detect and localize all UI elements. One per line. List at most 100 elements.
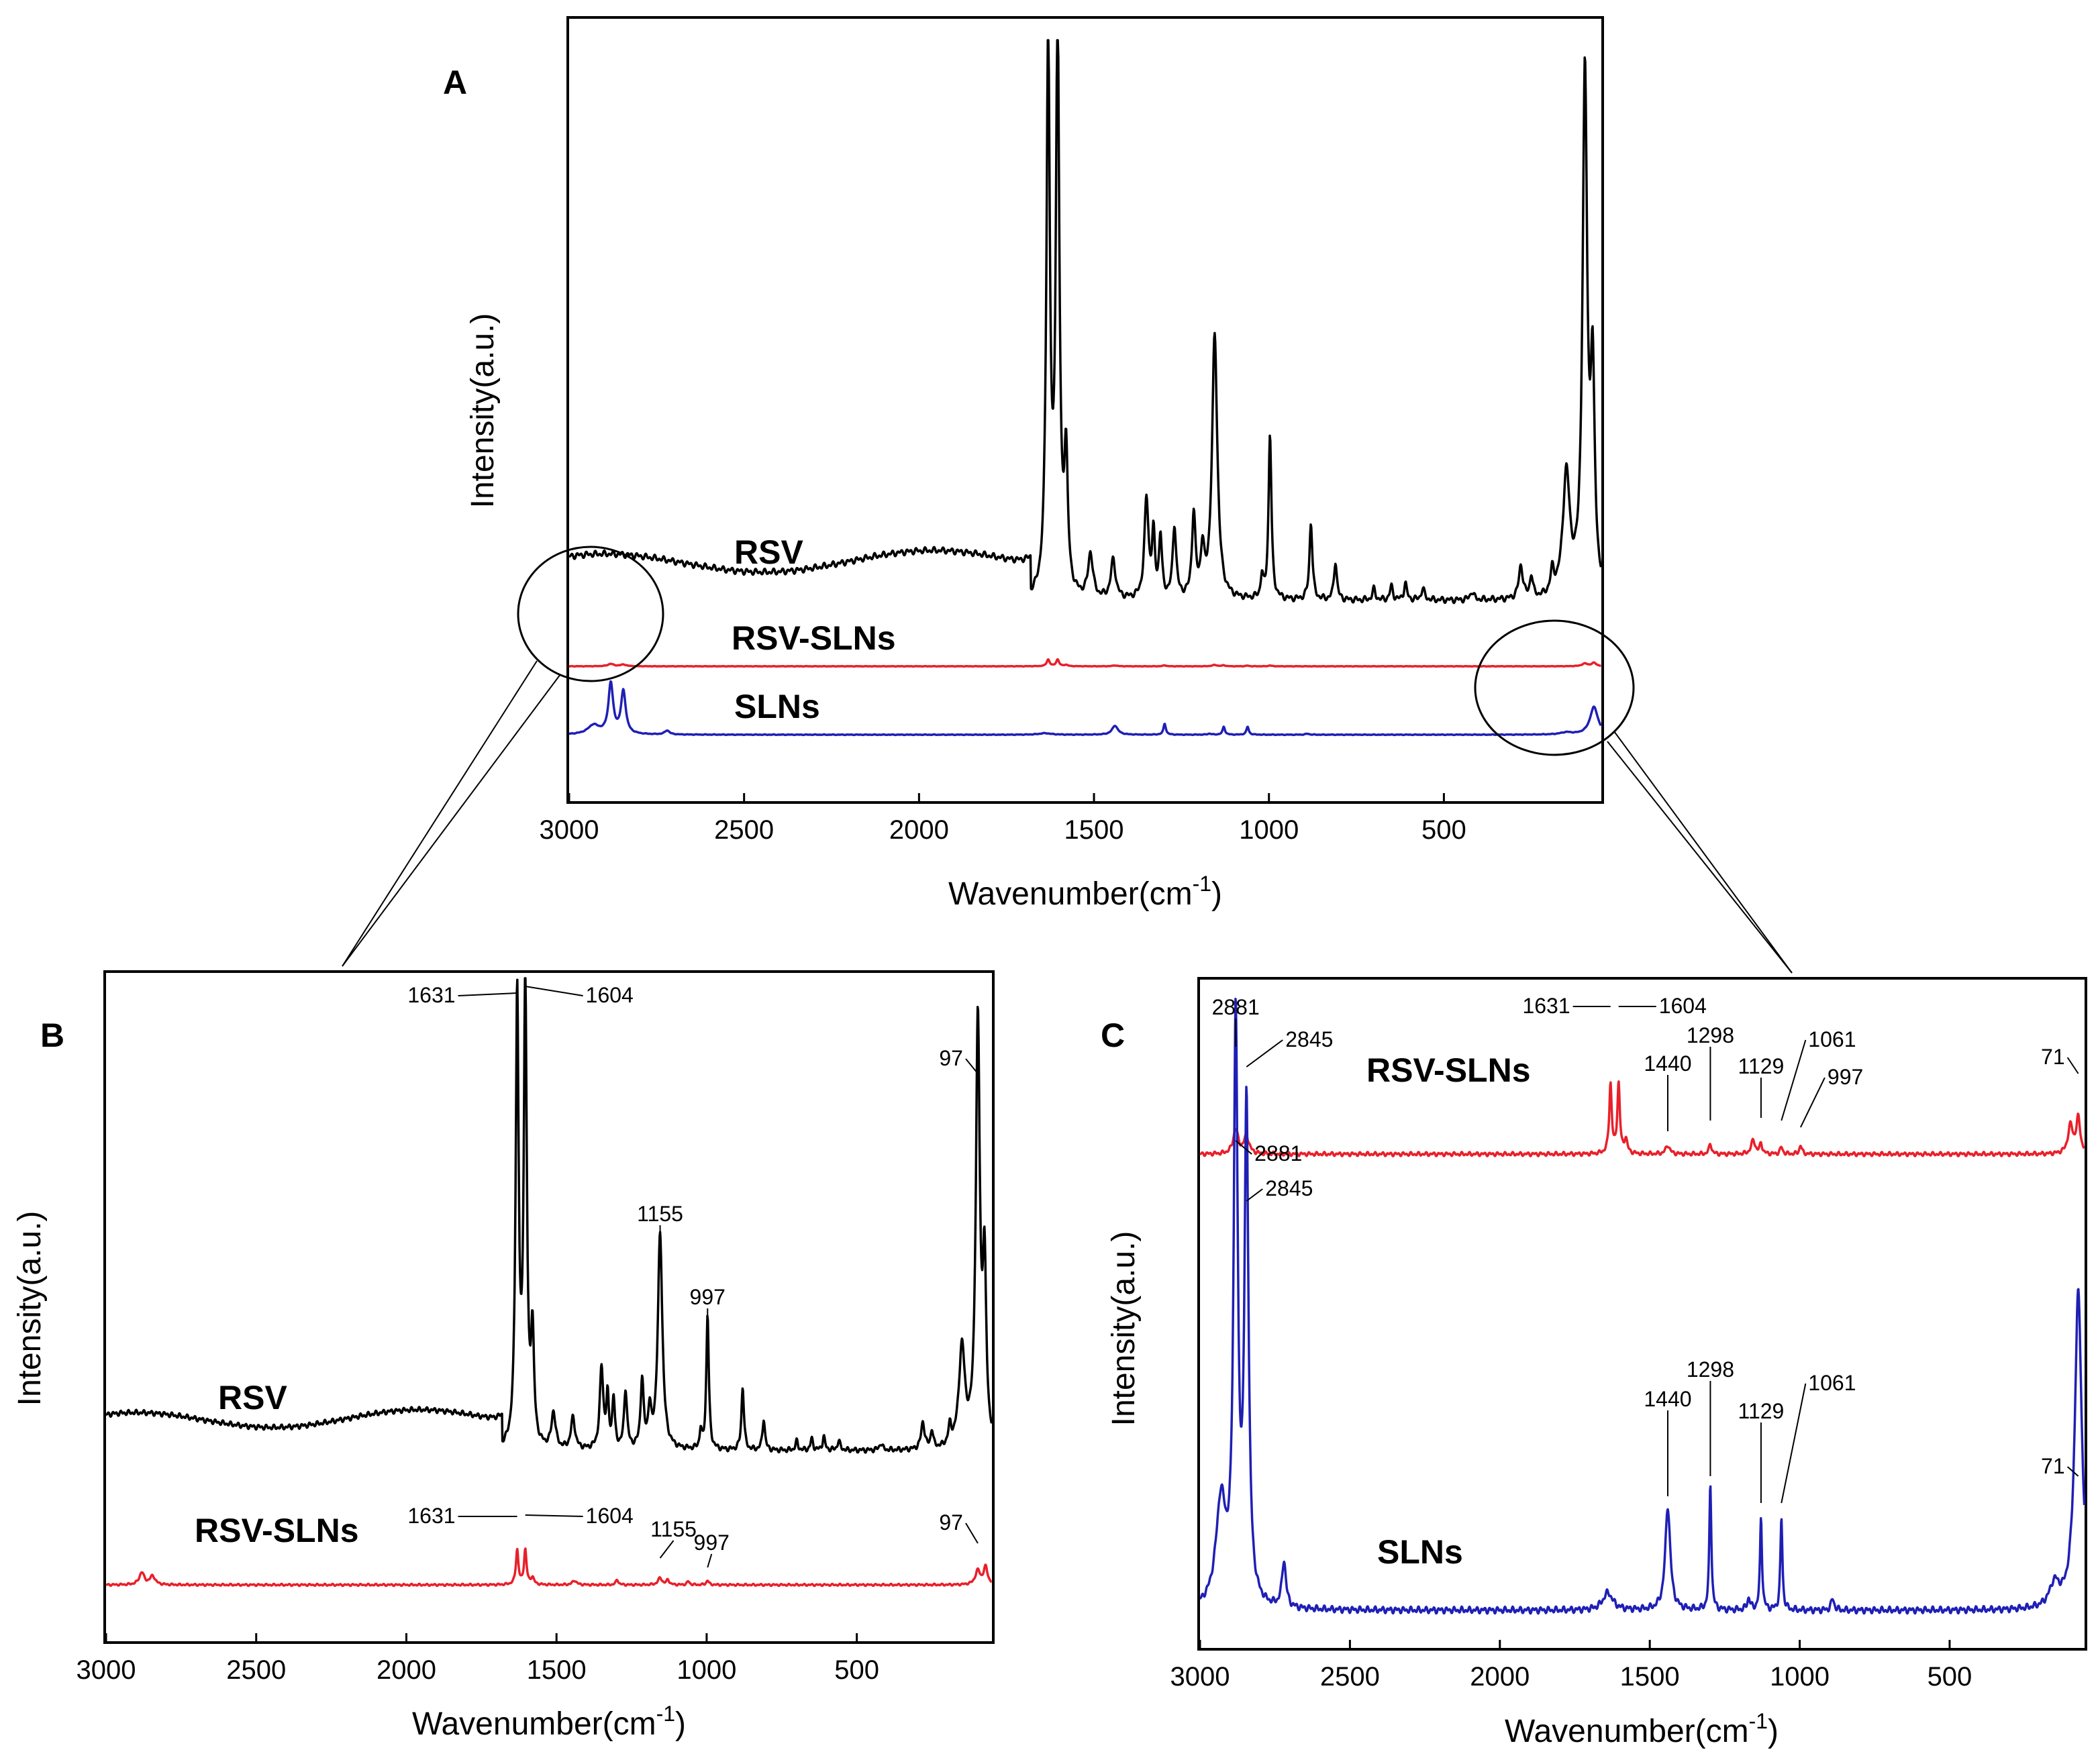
panel-b-lines xyxy=(105,977,993,1588)
peak-leader-line xyxy=(525,986,583,996)
x-tick-label: 500 xyxy=(1421,815,1466,845)
peak-leader-line xyxy=(2066,1057,2079,1074)
peak-leader-line xyxy=(965,1058,979,1074)
panel-c-ticks: 3000 2500 2000 1500 1000 500 xyxy=(1170,1640,1972,1692)
x-tick-label: 500 xyxy=(834,1655,879,1685)
peak-label: 997 xyxy=(1828,1065,1863,1089)
panel-b-title: B xyxy=(40,1017,64,1054)
panel-a-label-rsv: RSV xyxy=(734,533,803,571)
c-series-slns xyxy=(1199,997,2086,1615)
x-tick-label: 3000 xyxy=(77,1655,136,1685)
panel-a-xlabel: Wavenumber(cm-1) xyxy=(948,872,1222,912)
panel-a: A 3000 2500 2000 1500 1000 500 RSV RSV-SLNs S… xyxy=(342,16,1793,974)
peak-label: 1155 xyxy=(650,1517,697,1541)
x-tick-label: 3000 xyxy=(1170,1662,1230,1692)
peak-label: 1631 xyxy=(407,1504,455,1528)
zoom-line-left-2 xyxy=(342,674,561,967)
peak-leader-line xyxy=(1800,1077,1826,1128)
zoom-ellipse-left xyxy=(517,546,664,682)
panel-a-frame xyxy=(566,16,1604,804)
peak-label: 2881 xyxy=(1212,995,1260,1019)
peak-leader-line xyxy=(2066,1466,2079,1477)
zoom-ellipse-right xyxy=(1474,619,1635,756)
panel-a-label-slns: SLNs xyxy=(734,688,820,725)
panel-a-ylabel: Intensity(a.u.) xyxy=(465,313,501,509)
panel-b-label-rsv: RSV xyxy=(218,1379,287,1416)
peak-label: 1298 xyxy=(1687,1023,1734,1047)
panel-a-title: A xyxy=(443,64,467,101)
peak-label: 1129 xyxy=(1738,1054,1785,1078)
panel-c-lines xyxy=(1199,997,2086,1615)
panel-a-lines xyxy=(568,39,1603,737)
panel-c: C 3000 2500 2000 1500 1000 500 2881 2845 1631 16… xyxy=(1101,977,2087,1749)
peak-label: 1604 xyxy=(1659,994,1707,1018)
x-tick-label: 2000 xyxy=(1470,1662,1530,1692)
peak-leader-line xyxy=(707,1553,713,1568)
panel-c-frame xyxy=(1197,977,2087,1651)
peak-label: 97 xyxy=(939,1510,963,1535)
peak-label: 997 xyxy=(694,1531,730,1555)
x-tick-label: 2000 xyxy=(377,1655,436,1685)
x-tick-label: 1000 xyxy=(677,1655,736,1685)
panel-c-ylabel: Intensity(a.u.) xyxy=(1106,1231,1142,1427)
panel-c-title: C xyxy=(1101,1017,1125,1054)
zoom-line-right-2 xyxy=(1607,741,1793,974)
b-series-rsv-slns xyxy=(105,1547,993,1588)
x-tick-label: 500 xyxy=(1928,1662,1972,1692)
panel-c-label-slns: SLNs xyxy=(1377,1533,1463,1571)
peak-leader-line xyxy=(525,1514,583,1517)
panel-c-xlabel: Wavenumber(cm-1) xyxy=(1505,1709,1779,1749)
peak-label: 71 xyxy=(2041,1045,2065,1069)
peak-label: 1155 xyxy=(637,1202,683,1226)
a-series-rsv xyxy=(568,39,1603,605)
x-tick-label: 2500 xyxy=(714,815,774,845)
x-tick-label: 1500 xyxy=(1620,1662,1680,1692)
peak-label: 997 xyxy=(690,1285,726,1309)
peak-label: 97 xyxy=(939,1046,963,1070)
peak-label: 1604 xyxy=(586,983,634,1007)
panel-c-label-rsv-slns: RSV-SLNs xyxy=(1366,1051,1531,1089)
x-tick-label: 2500 xyxy=(1320,1662,1380,1692)
panel-b-ylabel: Intensity(a.u.) xyxy=(12,1211,48,1406)
b-series-rsv xyxy=(105,977,993,1454)
peak-leader-line xyxy=(965,1522,979,1544)
peak-label: 2845 xyxy=(1285,1027,1333,1051)
x-tick-label: 1000 xyxy=(1770,1662,1830,1692)
peak-label: 1440 xyxy=(1644,1051,1691,1076)
peak-label: 1298 xyxy=(1687,1357,1734,1382)
x-tick-label: 1000 xyxy=(1239,815,1299,845)
peak-label: 1061 xyxy=(1808,1027,1856,1051)
x-tick-label: 1500 xyxy=(1064,815,1124,845)
peak-label: 71 xyxy=(2041,1454,2065,1478)
peak-label: 1631 xyxy=(407,983,455,1007)
peak-leader-line xyxy=(1235,1140,1252,1155)
x-tick-label: 1500 xyxy=(527,1655,587,1685)
peak-label: 1631 xyxy=(1522,994,1570,1018)
panel-a-ticks: 3000 2500 2000 1500 1000 500 xyxy=(540,793,1466,845)
x-tick-label: 2000 xyxy=(889,815,949,845)
peak-label: 1129 xyxy=(1738,1399,1785,1423)
peak-leader-line xyxy=(458,992,517,996)
panel-a-label-rsv-slns: RSV-SLNs xyxy=(732,619,896,657)
c-series-rsv-slns xyxy=(1199,1080,2085,1157)
peak-leader-line xyxy=(1781,1039,1807,1121)
peak-label: 2881 xyxy=(1254,1141,1302,1165)
peak-label: 1440 xyxy=(1644,1387,1691,1411)
zoom-line-left-1 xyxy=(342,660,538,967)
peak-leader-line xyxy=(1246,1039,1283,1068)
x-tick-label: 2500 xyxy=(226,1655,286,1685)
a-series-rsv-slns xyxy=(568,658,1602,668)
panel-b-label-rsv-slns: RSV-SLNs xyxy=(195,1512,359,1549)
zoom-line-right-1 xyxy=(1613,731,1793,974)
panel-b-frame xyxy=(103,970,995,1644)
peak-leader-line xyxy=(659,1540,674,1559)
peak-label: 1604 xyxy=(586,1504,634,1528)
x-tick-label: 3000 xyxy=(540,815,599,845)
peak-leader-line xyxy=(1781,1383,1807,1504)
a-series-slns xyxy=(568,680,1602,737)
panel-b-xlabel: Wavenumber(cm-1) xyxy=(412,1702,686,1742)
peak-label: 2845 xyxy=(1265,1176,1313,1200)
